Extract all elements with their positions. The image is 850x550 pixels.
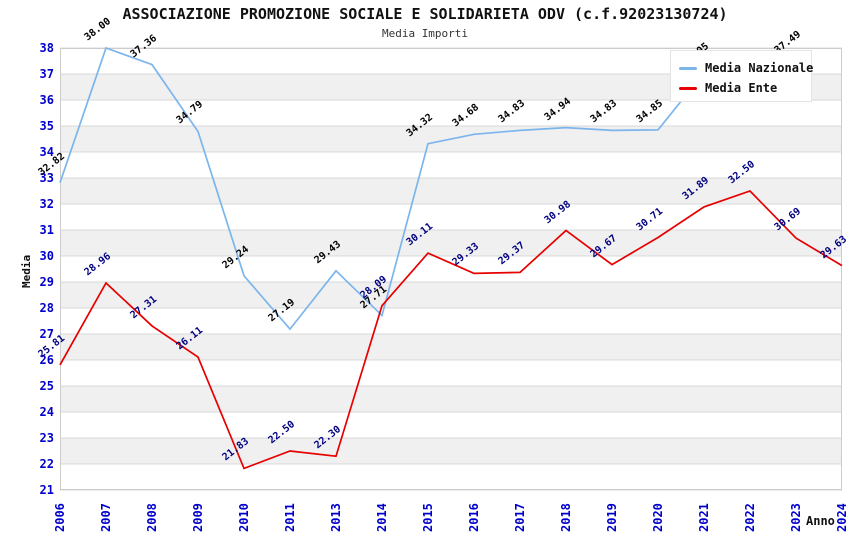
- x-tick-label: 2021: [697, 503, 711, 532]
- y-tick-label: 27: [39, 327, 54, 341]
- y-tick-label: 33: [39, 171, 54, 185]
- y-tick-label: 21: [39, 483, 54, 497]
- y-tick-label: 28: [39, 301, 54, 315]
- plot-background-band: [60, 386, 842, 412]
- legend-item-media-ente[interactable]: Media Ente: [679, 78, 811, 98]
- plot-svg: [59, 46, 843, 491]
- y-tick-label: 25: [39, 379, 54, 393]
- y-tick-label: 38: [39, 41, 54, 55]
- legend: Media Nazionale Media Ente: [670, 50, 814, 102]
- y-tick-label: 30: [39, 249, 54, 263]
- plot-border: [60, 48, 842, 490]
- plot-background-band: [60, 438, 842, 464]
- x-tick-label: 2009: [191, 503, 205, 532]
- x-tick-label: 2017: [513, 503, 527, 532]
- y-tick-label: 24: [39, 405, 54, 419]
- y-tick-label: 37: [39, 67, 54, 81]
- x-tick-label: 2015: [421, 503, 435, 532]
- series-line-media-ente: [59, 190, 843, 470]
- x-tick-label: 2016: [467, 503, 481, 532]
- chart-title: ASSOCIAZIONE PROMOZIONE SOCIALE E SOLIDA…: [122, 5, 728, 23]
- x-tick-label: 2024: [835, 503, 849, 532]
- plot-background-band: [60, 230, 842, 256]
- x-tick-label: 2007: [99, 503, 113, 532]
- plot-background-band: [60, 334, 842, 360]
- x-tick-label: 2010: [237, 503, 251, 532]
- chart-subtitle: Media Importi: [381, 27, 469, 40]
- y-tick-label: 34: [39, 145, 54, 159]
- y-tick-label: 36: [39, 93, 54, 107]
- y-tick-label: 26: [39, 353, 54, 367]
- y-tick-label: 22: [39, 457, 54, 471]
- x-tick-label: 2018: [559, 503, 573, 532]
- y-tick-label: 23: [39, 431, 54, 445]
- x-tick-label: 2014: [375, 503, 389, 532]
- series-line-media-nazionale: [59, 46, 797, 331]
- plot-area: 32.82 38.00 37.36 34.79 29.24 27.19 29.43 27.71…: [37, 16, 849, 491]
- legend-swatch-nazionale-icon: [679, 66, 697, 70]
- y-tick-label: 29: [39, 275, 54, 289]
- x-tick-label: 2008: [145, 503, 159, 532]
- y-tick-label: 32: [39, 197, 54, 211]
- legend-swatch-ente-icon: [679, 86, 697, 90]
- x-tick-label: 2013: [329, 503, 343, 532]
- x-tick-label: 2023: [789, 503, 803, 532]
- x-tick-label: 2019: [605, 503, 619, 532]
- x-tick-label: 2020: [651, 503, 665, 532]
- legend-label: Media Nazionale: [705, 61, 814, 75]
- x-tick-label: 2006: [53, 503, 67, 532]
- plot-background-band: [60, 282, 842, 308]
- legend-label: Media Ente: [705, 81, 778, 95]
- plot-background-band: [60, 178, 842, 204]
- x-tick-label: 2011: [283, 503, 297, 532]
- y-tick-label: 31: [39, 223, 54, 237]
- x-axis-title: Anno: [806, 514, 835, 528]
- legend-item-media-nazionale[interactable]: Media Nazionale: [679, 58, 814, 78]
- x-tick-label: 2022: [743, 503, 757, 532]
- y-tick-label: 35: [39, 119, 54, 133]
